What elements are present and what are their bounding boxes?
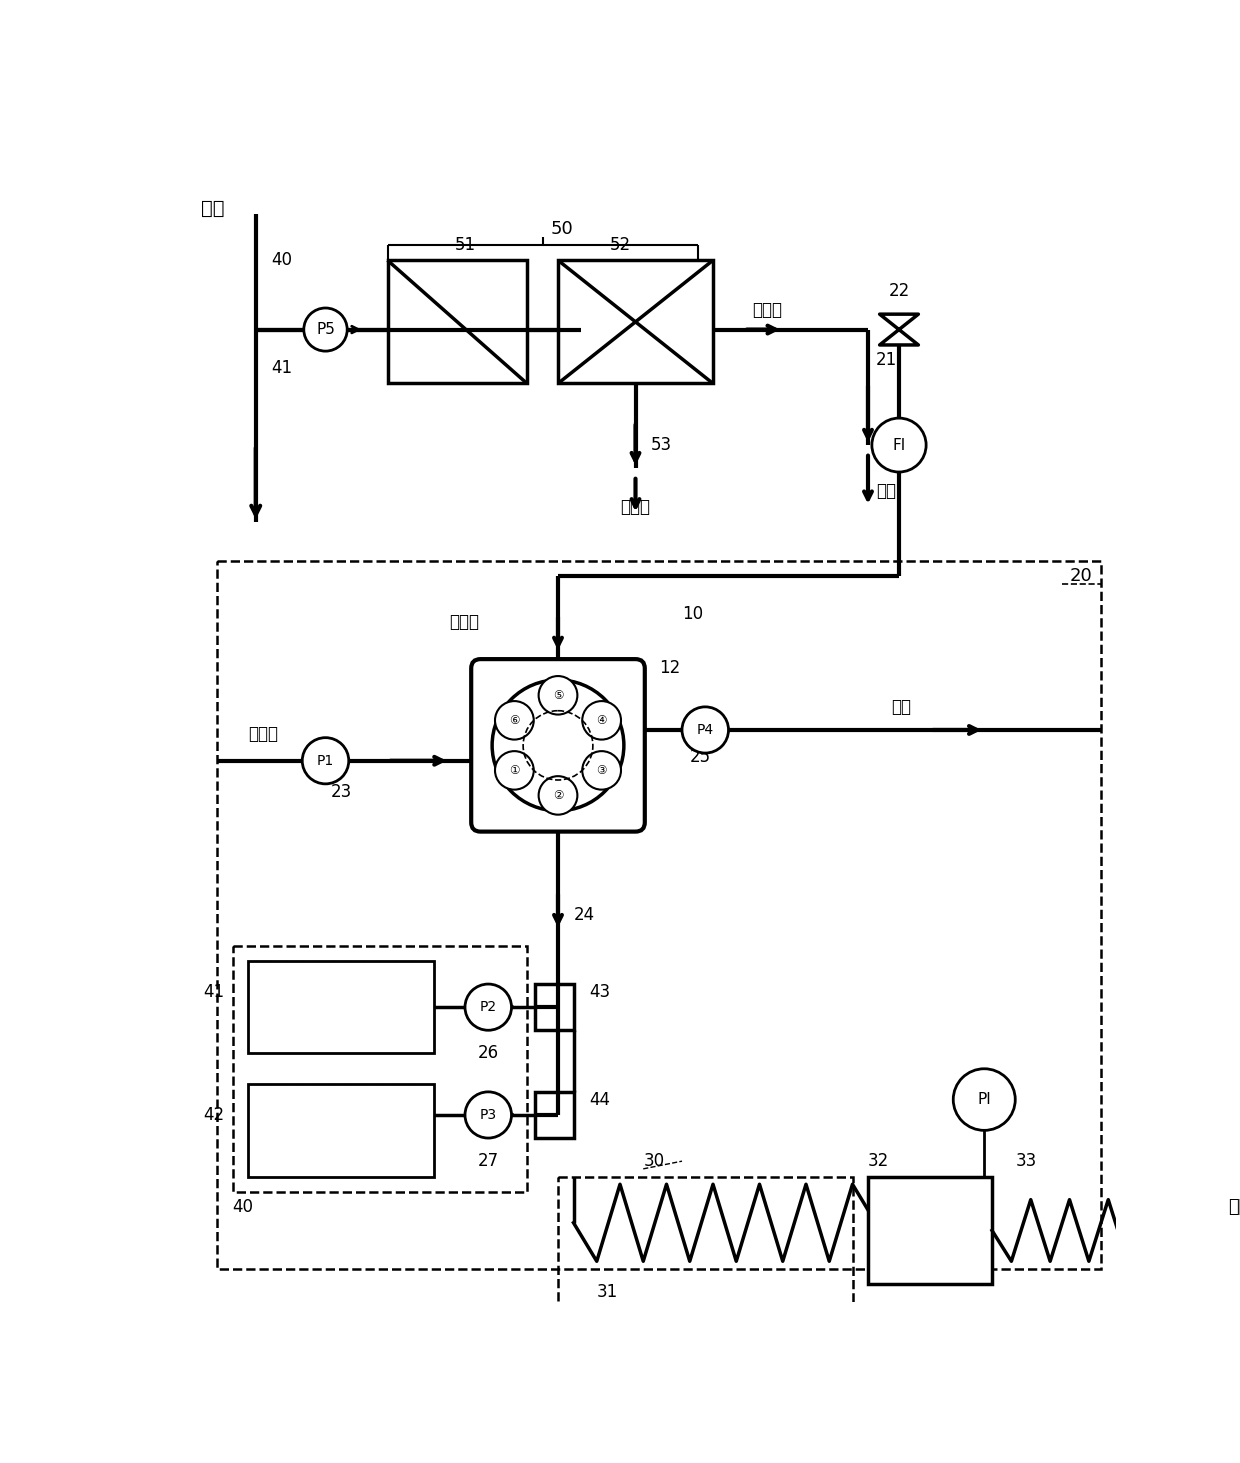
Text: 42: 42 [203,1106,224,1124]
Text: 53: 53 [651,436,672,454]
Text: PI: PI [977,1091,991,1107]
Text: 浓缩水: 浓缩水 [620,497,651,515]
Text: 原水: 原水 [201,199,224,218]
Text: P3: P3 [480,1107,497,1122]
Text: 21: 21 [875,351,897,369]
Text: 41: 41 [272,358,293,377]
Text: 载体水: 载体水 [248,724,278,743]
Text: 试剂A: 试剂A [326,1004,356,1018]
Circle shape [465,985,511,1030]
Text: 排液: 排液 [1229,1198,1240,1216]
Circle shape [465,1091,511,1138]
Text: 40: 40 [233,1198,253,1216]
Text: ⑤: ⑤ [553,689,563,702]
Text: 43: 43 [589,983,610,1001]
Text: 50: 50 [551,221,573,238]
Circle shape [495,751,533,790]
Text: 33: 33 [1016,1153,1037,1170]
Text: 40: 40 [272,252,293,269]
Text: P1: P1 [317,753,334,768]
Bar [558,1176,853,1315]
Text: ①: ① [510,764,520,777]
Text: ④: ④ [596,714,606,727]
Text: 20: 20 [1069,568,1092,585]
Text: 26: 26 [477,1045,498,1062]
Circle shape [682,707,729,753]
Bar [534,1091,573,1138]
Circle shape [583,751,621,790]
Text: 12: 12 [658,660,680,677]
Circle shape [538,676,578,714]
Bar [558,260,713,383]
Text: 10: 10 [682,606,703,623]
Text: 25: 25 [689,748,711,767]
Text: P2: P2 [480,1001,497,1014]
Circle shape [954,1069,1016,1131]
FancyBboxPatch shape [471,660,645,831]
Bar [868,1176,992,1285]
Text: 27: 27 [477,1153,498,1170]
Text: 52: 52 [609,236,631,255]
Text: 31: 31 [596,1283,618,1301]
Circle shape [583,701,621,740]
Text: 22: 22 [888,282,910,300]
Text: 41: 41 [203,983,224,1001]
Circle shape [872,418,926,473]
Bar [248,961,434,1053]
Bar [248,1084,434,1176]
Text: 24: 24 [573,906,595,923]
Text: 排水: 排水 [892,698,911,715]
Text: ⑥: ⑥ [510,714,520,727]
Bar [217,560,1101,1268]
Text: 样品水: 样品水 [449,613,480,631]
Bar [534,985,573,1030]
Text: P5: P5 [316,322,335,336]
Circle shape [492,680,624,811]
Circle shape [538,777,578,815]
Text: 23: 23 [330,783,352,800]
Text: ③: ③ [596,764,606,777]
Circle shape [495,701,533,740]
Text: 检测器: 检测器 [916,1223,944,1238]
Text: 试剂B: 试剂B [326,1127,356,1141]
Text: 32: 32 [868,1153,889,1170]
Text: 11: 11 [490,721,511,739]
Circle shape [304,309,347,351]
Text: 44: 44 [589,1090,610,1109]
Text: P4: P4 [697,723,714,737]
Bar [233,945,527,1192]
Bar [387,260,527,383]
Text: 51: 51 [454,236,476,255]
Text: ②: ② [553,789,563,802]
Text: FI: FI [893,437,905,452]
Text: 排水: 排水 [875,483,895,500]
Circle shape [303,737,348,784]
Text: 渗透水: 渗透水 [751,301,781,319]
Text: 30: 30 [644,1153,665,1170]
